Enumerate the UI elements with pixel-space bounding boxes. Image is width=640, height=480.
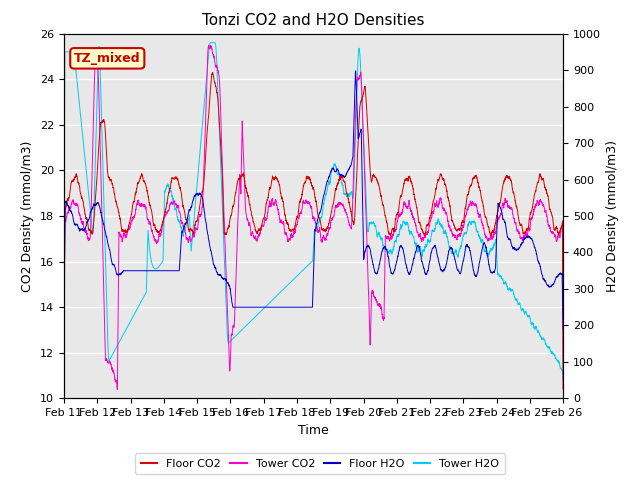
Y-axis label: CO2 Density (mmol/m3): CO2 Density (mmol/m3) <box>22 140 35 292</box>
Y-axis label: H2O Density (mmol/m3): H2O Density (mmol/m3) <box>607 140 620 292</box>
Legend: Floor CO2, Tower CO2, Floor H2O, Tower H2O: Floor CO2, Tower CO2, Floor H2O, Tower H… <box>135 453 505 474</box>
X-axis label: Time: Time <box>298 424 329 437</box>
Title: Tonzi CO2 and H2O Densities: Tonzi CO2 and H2O Densities <box>202 13 425 28</box>
Text: TZ_mixed: TZ_mixed <box>74 52 141 65</box>
